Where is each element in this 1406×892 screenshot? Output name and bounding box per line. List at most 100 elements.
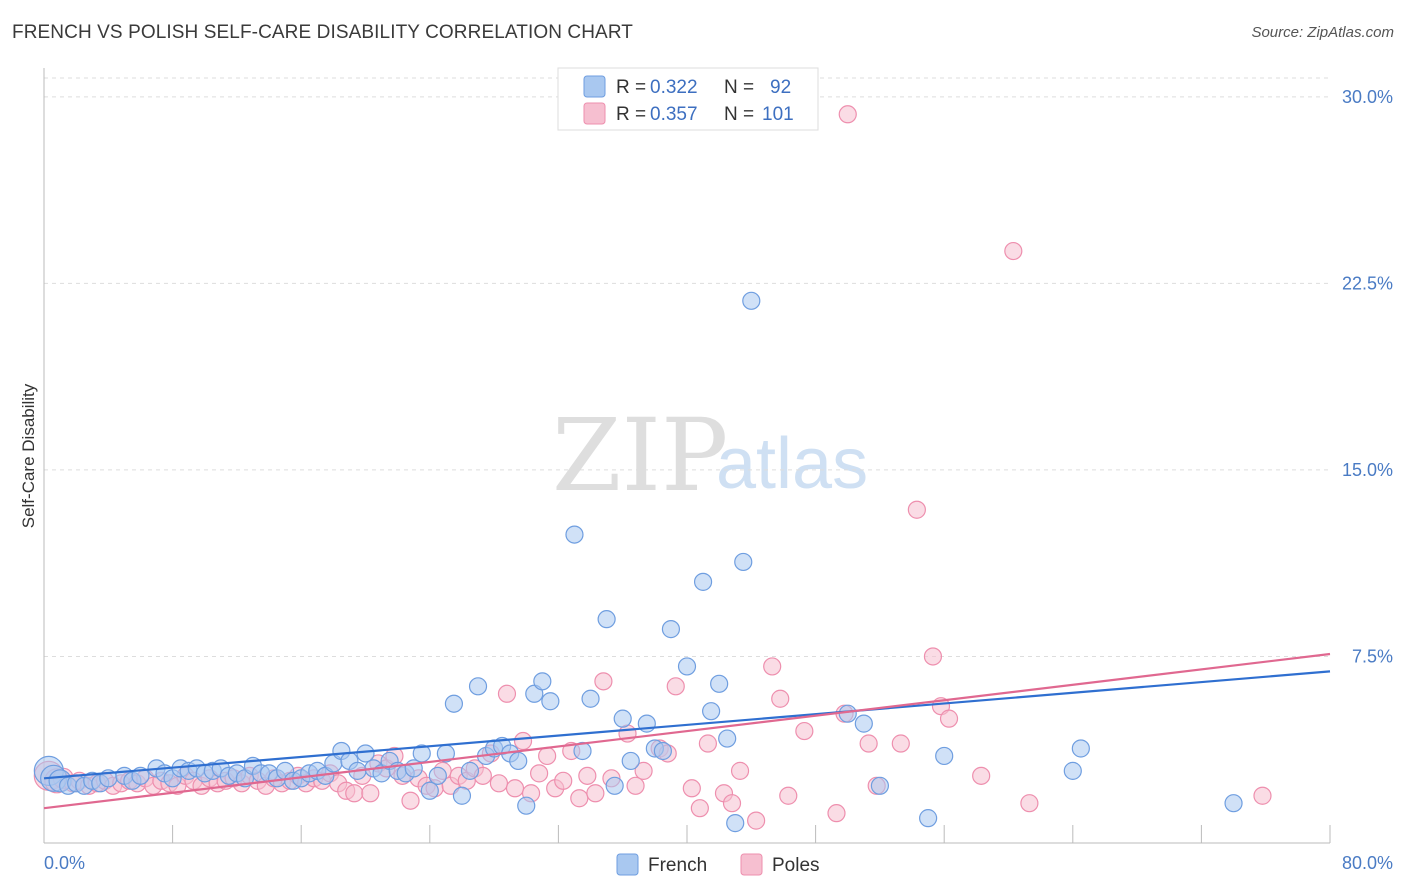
bottom-legend-swatch-french bbox=[616, 853, 639, 876]
legend-swatch-french bbox=[583, 75, 606, 98]
poles-point bbox=[923, 647, 943, 666]
bottom-legend-french: French bbox=[648, 855, 707, 876]
y-tick-label: 22.5% bbox=[1342, 273, 1393, 293]
legend-poles-n-value: 101 bbox=[762, 104, 794, 125]
poles-point bbox=[594, 672, 613, 691]
y-tick-label: 30.0% bbox=[1342, 87, 1393, 107]
poles-point bbox=[972, 766, 991, 785]
french-point bbox=[710, 674, 729, 693]
legend-french-r-label: R = bbox=[616, 77, 646, 98]
watermark-atlas: atlas bbox=[716, 424, 868, 504]
french-point bbox=[621, 751, 640, 771]
french-point bbox=[1224, 794, 1243, 813]
poles-point bbox=[530, 764, 549, 783]
french-point bbox=[428, 766, 447, 785]
french-point bbox=[444, 694, 464, 713]
source-label: Source: ZipAtlas.com bbox=[1251, 24, 1394, 41]
legend-poles-r-label: R = bbox=[616, 104, 646, 125]
french-point bbox=[661, 620, 681, 639]
poles-point bbox=[939, 709, 959, 728]
y-axis-label: Self-Care Disability bbox=[19, 383, 38, 528]
french-point bbox=[533, 672, 552, 691]
legend-poles-r-value: 0.357 bbox=[650, 104, 698, 125]
poles-point bbox=[771, 689, 790, 708]
french-point bbox=[702, 702, 721, 721]
french-point bbox=[854, 714, 873, 733]
french-point bbox=[734, 552, 753, 572]
french-point bbox=[573, 741, 592, 761]
poles-point bbox=[1020, 794, 1039, 813]
poles-point bbox=[827, 804, 846, 823]
poles-point bbox=[698, 734, 717, 753]
poles-point bbox=[554, 771, 573, 790]
poles-trend-line bbox=[43, 652, 1331, 810]
y-tick-label: 7.5% bbox=[1352, 646, 1393, 666]
poles-point bbox=[666, 677, 685, 696]
french-point bbox=[1063, 761, 1082, 780]
poles-point bbox=[859, 734, 878, 753]
poles-point bbox=[513, 731, 533, 751]
x-tick-label: 80.0% bbox=[1342, 853, 1393, 873]
poles-point bbox=[345, 784, 364, 803]
poles-point bbox=[763, 657, 782, 676]
y-tick-label: 15.0% bbox=[1342, 460, 1393, 480]
french-point bbox=[597, 610, 616, 629]
poles-point bbox=[586, 784, 605, 803]
poles-point bbox=[538, 746, 557, 766]
poles-point bbox=[690, 799, 709, 818]
bottom-legend-poles: Poles bbox=[772, 855, 820, 876]
chart-title: FRENCH VS POLISH SELF-CARE DISABILITY CO… bbox=[12, 22, 634, 43]
legend-french-n-label: N = bbox=[724, 77, 754, 98]
poles-point bbox=[891, 734, 910, 753]
french-point bbox=[726, 814, 745, 833]
poles-point bbox=[578, 766, 597, 785]
french-points bbox=[33, 291, 1243, 833]
french-point bbox=[1071, 739, 1090, 758]
grid-lines bbox=[44, 77, 1330, 657]
french-point bbox=[742, 291, 761, 310]
french-point bbox=[468, 677, 488, 696]
x-tick-label: 0.0% bbox=[44, 853, 85, 873]
french-point bbox=[452, 786, 472, 805]
french-point bbox=[838, 704, 857, 723]
french-point bbox=[677, 657, 697, 676]
poles-point bbox=[779, 786, 798, 805]
poles-point bbox=[682, 779, 701, 798]
french-point bbox=[653, 741, 672, 761]
poles-point bbox=[505, 779, 525, 798]
french-point bbox=[541, 692, 560, 711]
axes bbox=[43, 68, 1331, 844]
poles-point bbox=[722, 794, 742, 813]
french-point bbox=[613, 709, 632, 728]
french-point bbox=[565, 525, 584, 544]
poles-point bbox=[626, 776, 645, 795]
french-point bbox=[718, 729, 737, 748]
bottom-legend-swatch-poles bbox=[740, 853, 763, 876]
legend-french-n-value: 92 bbox=[770, 77, 791, 98]
poles-point bbox=[634, 761, 653, 780]
french-point bbox=[356, 744, 375, 763]
poles-point bbox=[795, 721, 814, 741]
french-point bbox=[517, 796, 536, 815]
poles-point bbox=[570, 789, 589, 808]
poles-point bbox=[1004, 241, 1023, 261]
french-trend-line bbox=[43, 670, 1331, 780]
french-point bbox=[509, 751, 528, 771]
french-point bbox=[919, 809, 938, 828]
bottom-legend: French Poles bbox=[616, 853, 820, 876]
french-point bbox=[460, 761, 480, 780]
french-point bbox=[581, 689, 600, 708]
poles-point bbox=[401, 791, 420, 810]
poles-point bbox=[1253, 786, 1272, 805]
legend-french-r-value: 0.322 bbox=[650, 77, 698, 98]
poles-point bbox=[489, 774, 509, 793]
french-point bbox=[935, 746, 954, 766]
poles-point bbox=[361, 784, 380, 803]
poles-point bbox=[838, 105, 857, 124]
poles-point bbox=[497, 684, 517, 703]
french-point bbox=[693, 572, 713, 591]
tick-labels: 7.5% 15.0% 22.5% 30.0% 0.0% 80.0% bbox=[44, 87, 1393, 873]
poles-point bbox=[907, 500, 926, 519]
top-legend: R = 0.322 N = 92 R = 0.357 N = 101 bbox=[557, 67, 819, 131]
